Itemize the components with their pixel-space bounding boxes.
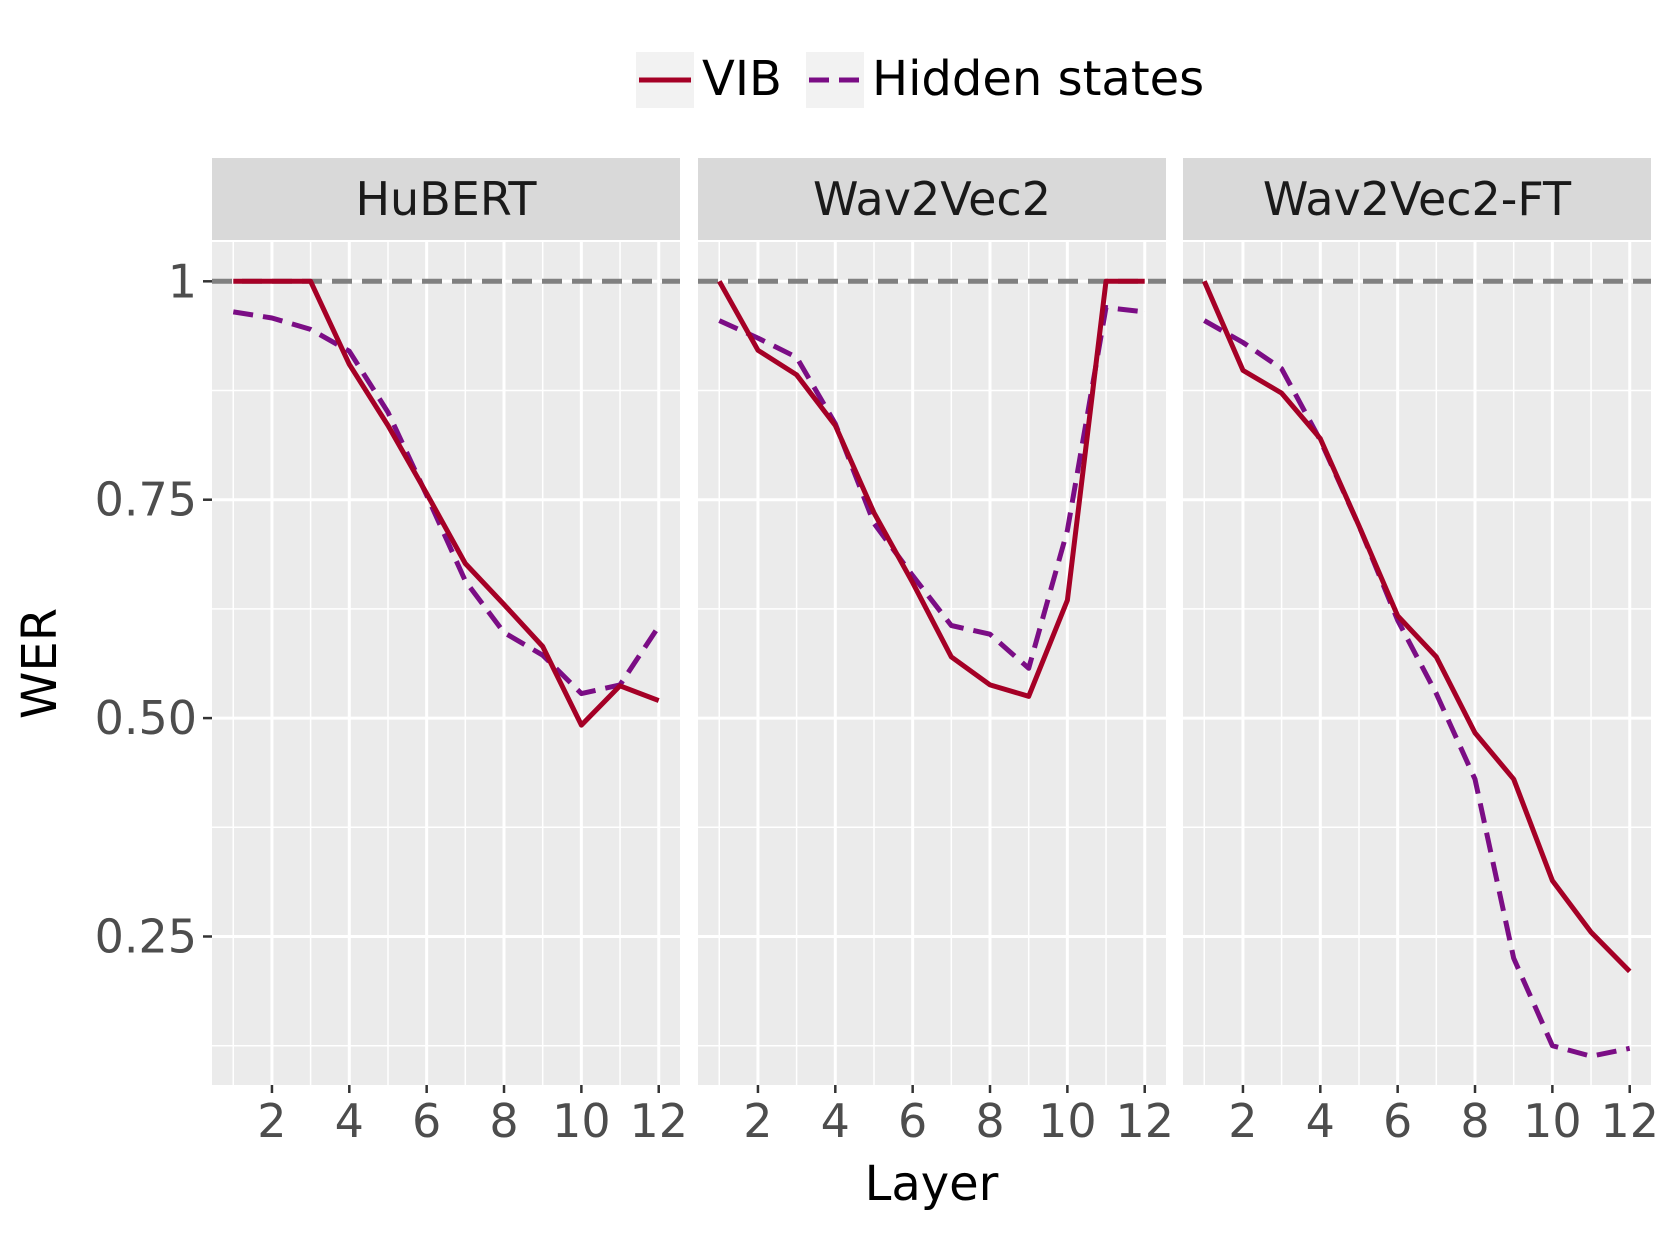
x-tick-label: 4 — [821, 1094, 850, 1148]
facet-title: Wav2Vec2-FT — [1263, 172, 1572, 226]
y-axis-title: WER — [12, 608, 68, 719]
x-tick-label: 4 — [335, 1094, 364, 1148]
x-tick-label: 12 — [1115, 1094, 1174, 1148]
x-tick-label: 8 — [489, 1094, 518, 1148]
legend-label: VIB — [702, 51, 782, 107]
x-tick-label: 10 — [1038, 1094, 1097, 1148]
x-tick-label: 12 — [629, 1094, 688, 1148]
x-tick-label: 2 — [257, 1094, 286, 1148]
legend-label: Hidden states — [872, 51, 1204, 107]
x-tick-label: 6 — [412, 1094, 441, 1148]
facet-title: HuBERT — [355, 172, 537, 226]
y-tick-label: 0.75 — [95, 473, 197, 527]
panel-background — [1183, 242, 1651, 1085]
x-tick-label: 2 — [743, 1094, 772, 1148]
x-tick-label: 8 — [975, 1094, 1004, 1148]
x-tick-label: 8 — [1460, 1094, 1489, 1148]
x-tick-label: 10 — [1523, 1094, 1582, 1148]
y-tick-label: 0.50 — [95, 691, 197, 745]
x-tick-label: 2 — [1228, 1094, 1257, 1148]
x-tick-label: 4 — [1306, 1094, 1335, 1148]
x-tick-label: 10 — [552, 1094, 611, 1148]
panel-background — [212, 242, 680, 1085]
facet-title: Wav2Vec2 — [813, 172, 1051, 226]
x-tick-label: 6 — [898, 1094, 927, 1148]
x-axis-title: Layer — [865, 1156, 999, 1212]
y-tick-label: 1 — [168, 254, 197, 308]
y-tick-label: 0.25 — [95, 909, 197, 963]
x-tick-label: 6 — [1383, 1094, 1412, 1148]
x-tick-label: 12 — [1600, 1094, 1659, 1148]
